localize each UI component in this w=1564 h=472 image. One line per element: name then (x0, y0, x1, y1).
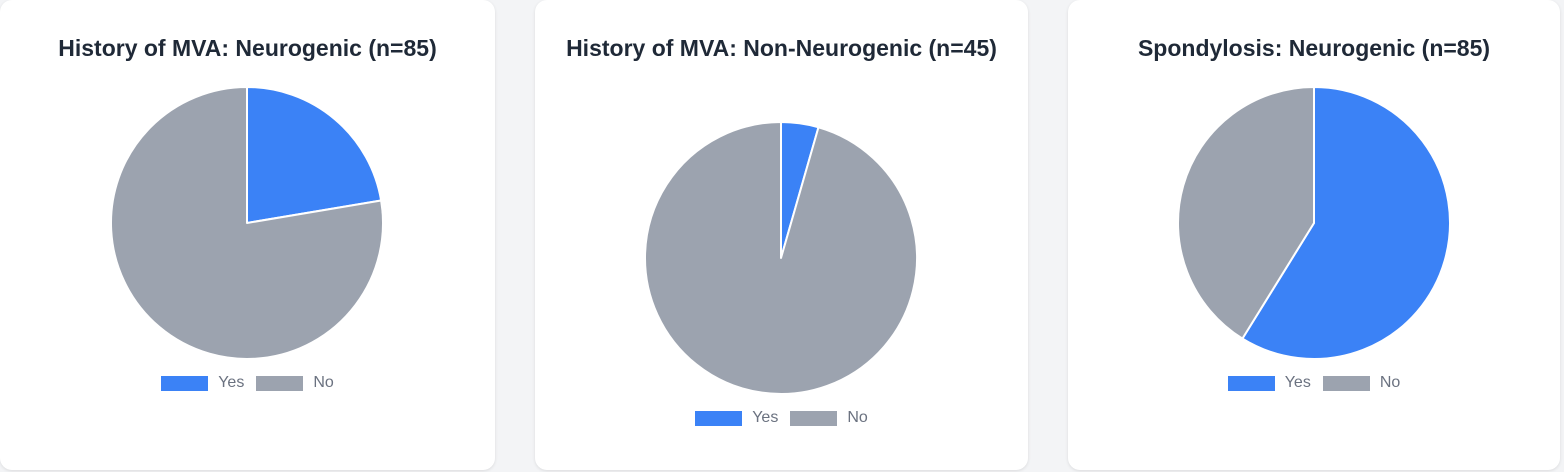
legend-swatch-no (1322, 375, 1370, 391)
legend-label-no: No (1379, 374, 1401, 391)
legend-label-yes: Yes (752, 409, 779, 426)
legend-item-no[interactable]: No (256, 374, 334, 392)
legend-swatch-no (256, 375, 304, 391)
pie-slice-yes[interactable] (246, 86, 383, 224)
legend-swatch-yes (695, 410, 743, 426)
chart-title: History of MVA: Neurogenic (n=85) (58, 35, 437, 61)
legend-swatch-yes (1227, 375, 1275, 391)
pie-slice-no[interactable] (644, 121, 918, 395)
chart-title: Spondylosis: Neurogenic (n=85) (1137, 35, 1491, 61)
legend-swatch-no (790, 410, 838, 426)
legend-item-yes[interactable]: Yes (161, 374, 244, 392)
chart-legend: Yes No (535, 408, 1028, 428)
legend-label-yes: Yes (218, 374, 245, 391)
chart-title: History of MVA: Non-Neurogenic (n=45) (566, 35, 997, 61)
chart-card-mva-non-neurogenic: History of MVA: Non-Neurogenic (n=45) Ye… (535, 0, 1028, 470)
legend-item-no[interactable]: No (790, 409, 868, 427)
chart-legend: Yes No (1068, 373, 1560, 393)
pie-chart (644, 121, 918, 395)
legend-item-yes[interactable]: Yes (1227, 374, 1311, 392)
legend-label-no: No (313, 374, 334, 391)
pie-slice-no[interactable] (110, 86, 384, 360)
pie-chart (110, 86, 384, 360)
pie-slice-yes[interactable] (1241, 86, 1451, 360)
chart-card-mva-neurogenic: History of MVA: Neurogenic (n=85) Yes No (0, 0, 495, 470)
legend-label-yes: Yes (1284, 374, 1311, 391)
legend-item-no[interactable]: No (1322, 374, 1401, 392)
legend-swatch-yes (161, 375, 209, 391)
chart-card-spondylosis-neurogenic: Spondylosis: Neurogenic (n=85) Yes No (1068, 0, 1560, 470)
legend-item-yes[interactable]: Yes (695, 409, 778, 427)
pie-slice-no[interactable] (1177, 86, 1315, 340)
legend-label-no: No (847, 409, 868, 426)
pie-chart (1177, 86, 1451, 360)
chart-legend: Yes No (0, 373, 495, 393)
